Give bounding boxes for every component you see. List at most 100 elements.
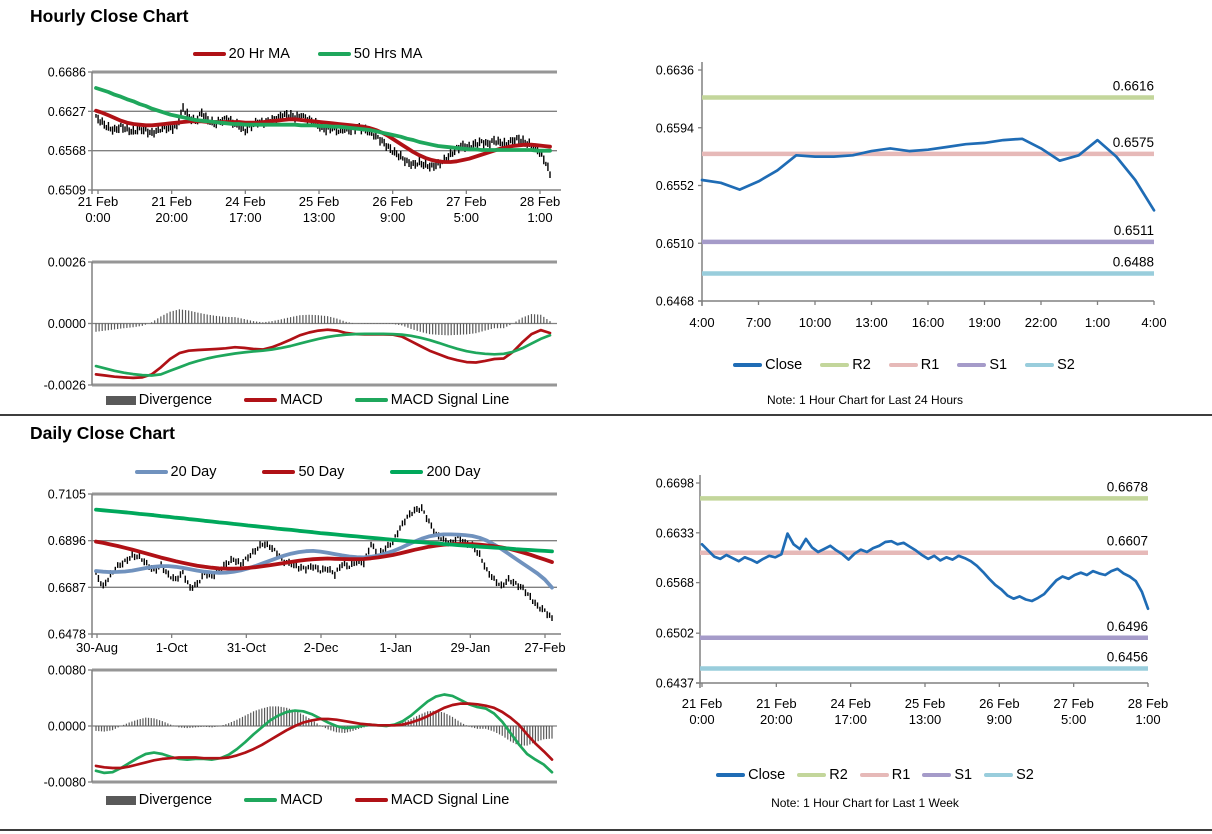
20-day-line	[94, 532, 554, 590]
section-divider	[0, 414, 1212, 416]
r1-line-swatch	[888, 363, 918, 367]
legend-label: 20 Hr MA	[228, 46, 290, 62]
ma50day-line-swatch	[262, 469, 296, 475]
y-tick-label: 0.6896	[48, 534, 86, 548]
y-tick-label: 0.6687	[48, 581, 86, 595]
x-tick-label: 10:00	[799, 315, 832, 330]
x-tick-label: 1:00	[1135, 712, 1160, 727]
legend-label: S1	[954, 767, 973, 783]
ma200day-line-swatch	[390, 469, 424, 475]
legend-label: Close	[748, 767, 786, 783]
x-tick-label: 13:00	[303, 210, 336, 225]
hourly-macd-legend: Divergence MACD MACD Signal Line	[40, 392, 575, 408]
r2-line-swatch	[820, 363, 850, 367]
x-tick-label: 24 Feb	[830, 696, 870, 711]
x-tick-label: 25 Feb	[905, 696, 945, 711]
x-tick-label: 27 Feb	[446, 194, 486, 209]
legend-item-20hr-ma: 20 Hr MA	[192, 46, 290, 62]
legend-item-s2: S2	[984, 767, 1034, 783]
y-tick-label: 0.6552	[656, 179, 694, 193]
price-bars-series	[95, 504, 553, 622]
r2-level-label: 0.6678	[1107, 479, 1148, 494]
x-tick-label: 4:00	[1141, 315, 1166, 330]
x-tick-label: 26 Feb	[372, 194, 412, 209]
y-tick-label: 0.0000	[48, 720, 86, 734]
close-line	[700, 532, 1150, 611]
hourly-chart-title: Hourly Close Chart	[30, 6, 189, 26]
legend-label: S2	[1016, 767, 1034, 783]
s1-line-swatch	[957, 363, 987, 367]
hourly-macd-chart: 0.0026 0.0000 -0.0026	[44, 256, 557, 393]
daily-ma-legend: 20 Day 50 Day 200 Day	[40, 464, 575, 480]
x-tick-label: 9:00	[987, 712, 1012, 727]
legend-item-s1: S1	[957, 357, 1007, 373]
hourly-ma-legend: 20 Hr MA 50 Hrs MA	[40, 46, 575, 62]
legend-label: S2	[1057, 357, 1075, 373]
x-tick-label: 5:00	[454, 210, 479, 225]
legend-label: Close	[765, 357, 803, 373]
y-tick-label: -0.0080	[44, 776, 86, 790]
x-tick-label: 21 Feb	[78, 194, 118, 209]
s1-level-label: 0.6496	[1107, 619, 1148, 634]
20-hr-ma-line	[94, 108, 552, 164]
x-tick-label: 25 Feb	[299, 194, 339, 209]
x-tick-label: 20:00	[760, 712, 793, 727]
macd-signal-line-line	[94, 702, 554, 770]
legend-label: MACD Signal Line	[390, 392, 510, 408]
y-tick-label: -0.0026	[44, 379, 86, 393]
y-tick-label: 0.6510	[656, 237, 694, 251]
y-tick-label: 0.6698	[656, 477, 694, 491]
x-tick-label: 30-Aug	[76, 640, 118, 655]
bottom-divider	[0, 829, 1212, 831]
daily-chart-title: Daily Close Chart	[30, 423, 175, 443]
divergence-bar-swatch	[105, 395, 136, 405]
s2-level-label: 0.6488	[1113, 255, 1154, 270]
x-tick-label: 9:00	[380, 210, 405, 225]
legend-item-close: Close	[733, 357, 802, 373]
legend-label: 50 Hrs MA	[353, 46, 423, 62]
x-tick-label: 27 Feb	[1053, 696, 1093, 711]
legend-item-close: Close	[716, 767, 785, 783]
s1-level-label: 0.6511	[1114, 223, 1154, 238]
x-tick-label: 26 Feb	[979, 696, 1019, 711]
y-tick-label: 0.6568	[656, 576, 694, 590]
x-tick-label: 1-Oct	[156, 640, 188, 655]
daily-macd-chart: 0.0080 0.0000 -0.0080	[44, 664, 557, 790]
x-tick-label: 1-Jan	[379, 640, 412, 655]
r1-level-label: 0.6575	[1113, 135, 1154, 150]
x-tick-label: 13:00	[855, 315, 888, 330]
macd-signal-line-line	[94, 332, 552, 377]
r2-level-label: 0.6616	[1113, 79, 1154, 94]
legend-item-macd-signal: MACD Signal Line	[354, 792, 510, 808]
daily-macd-legend: Divergence MACD MACD Signal Line	[40, 792, 575, 808]
legend-item-macd: MACD	[244, 392, 323, 408]
x-tick-label: 16:00	[912, 315, 945, 330]
x-tick-label: 27-Feb	[524, 640, 565, 655]
x-tick-label: 22:00	[1025, 315, 1058, 330]
x-tick-label: 1:00	[1085, 315, 1110, 330]
legend-label: MACD Signal Line	[390, 792, 510, 808]
legend-label: R2	[829, 767, 848, 783]
y-tick-label: 0.6478	[48, 628, 86, 642]
x-tick-label: 17:00	[834, 712, 867, 727]
x-tick-label: 28 Feb	[1128, 696, 1168, 711]
hourly-pivot-chart: 0.6636 0.6594 0.6552 0.6510 0.6468 4:00 7:00 10…	[656, 62, 1167, 330]
x-tick-label: 29-Jan	[450, 640, 490, 655]
y-tick-label: 0.6568	[48, 144, 86, 158]
macd-line-swatch	[244, 397, 278, 403]
legend-label: MACD	[280, 792, 323, 808]
legend-label: R1	[920, 357, 940, 373]
macd-signal-line-swatch	[354, 797, 388, 803]
r2-line-swatch	[797, 773, 827, 777]
macd-line	[94, 328, 552, 380]
s2-line-swatch	[984, 773, 1014, 777]
legend-item-200day: 200 Day	[390, 464, 480, 480]
ma50hr-line-swatch	[317, 51, 351, 57]
close-line-swatch	[733, 363, 763, 367]
50-hrs-ma-line	[94, 86, 552, 153]
x-tick-label: 2-Dec	[304, 640, 339, 655]
y-tick-label: 0.6594	[656, 121, 694, 135]
x-tick-label: 4:00	[689, 315, 714, 330]
x-tick-label: 21 Feb	[151, 194, 191, 209]
legend-label: S1	[989, 357, 1008, 373]
